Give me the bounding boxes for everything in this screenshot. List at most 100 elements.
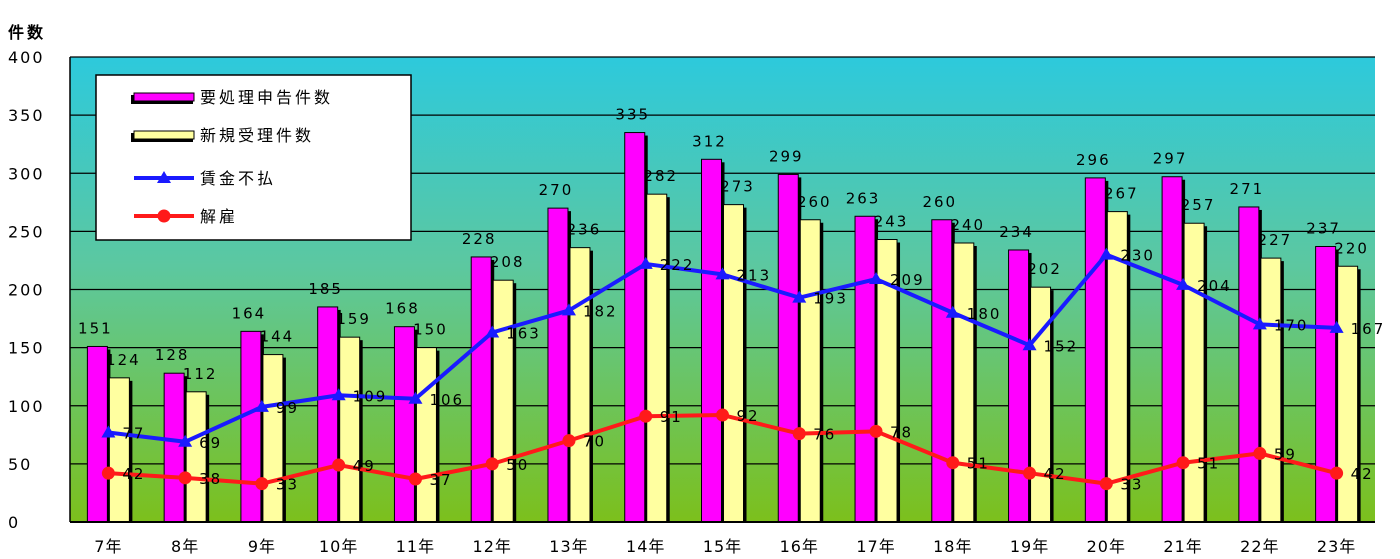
x-tick-label: 18年 xyxy=(933,537,972,556)
y-tick-label: 200 xyxy=(8,281,45,300)
line-value-label: 109 xyxy=(353,387,388,405)
bar-declared xyxy=(701,158,722,523)
marker-circle xyxy=(639,409,653,423)
bar-new xyxy=(953,242,975,523)
marker-circle xyxy=(485,457,499,471)
marker-triangle xyxy=(869,272,884,285)
bar-declared xyxy=(470,256,492,523)
marker-circle xyxy=(332,458,346,472)
line-value-label: 193 xyxy=(813,290,848,308)
marker-circle xyxy=(255,477,269,491)
bar-value-label: 312 xyxy=(692,132,727,150)
line-value-label: 50 xyxy=(506,456,529,474)
y-tick-label: 50 xyxy=(8,455,32,474)
line-value-label: 222 xyxy=(660,256,695,274)
x-tick-label: 15年 xyxy=(703,537,742,556)
bar-value-label: 202 xyxy=(1027,260,1062,278)
bar-declared xyxy=(624,132,646,523)
y-tick-label: 0 xyxy=(8,513,20,532)
bar-value-label: 151 xyxy=(78,319,113,337)
y-tick-label: 250 xyxy=(8,222,45,241)
x-tick-label: 9年 xyxy=(248,537,276,556)
bar-value-label: 267 xyxy=(1104,185,1139,203)
line-value-label: 37 xyxy=(429,471,452,489)
bar-declared xyxy=(931,219,953,523)
legend-swatch xyxy=(133,92,195,102)
bar-declared xyxy=(163,372,185,523)
line-value-label: 33 xyxy=(276,476,299,494)
bar-value-label: 273 xyxy=(720,178,755,196)
marker-circle xyxy=(716,408,729,422)
marker-triangle xyxy=(1099,247,1114,260)
line-value-label: 76 xyxy=(813,426,836,444)
marker-triangle xyxy=(331,388,346,401)
marker-triangle xyxy=(254,399,269,412)
x-tick-label: 23年 xyxy=(1317,537,1356,556)
marker-triangle xyxy=(1176,277,1191,290)
bar-value-label: 243 xyxy=(874,213,909,231)
line-value-label: 152 xyxy=(1044,337,1079,355)
legend-label: 解雇 xyxy=(200,207,238,226)
marker-circle xyxy=(1099,477,1113,491)
line-value-label: 167 xyxy=(1351,320,1386,338)
marker-triangle xyxy=(1252,317,1267,330)
bar-declared xyxy=(547,207,569,523)
legend-swatch xyxy=(133,130,195,140)
marker-circle xyxy=(1330,466,1344,480)
legend-label: 賃金不払 xyxy=(200,169,276,188)
x-tick-label: 11年 xyxy=(396,537,435,556)
marker-triangle xyxy=(945,305,960,318)
bar-value-label: 124 xyxy=(106,351,141,369)
bar-declared xyxy=(854,215,876,523)
bar-value-label: 159 xyxy=(336,310,371,328)
marker-triangle xyxy=(1022,338,1037,351)
line-value-label: 230 xyxy=(1120,247,1155,265)
bar-value-label: 112 xyxy=(183,365,218,383)
bar-declared xyxy=(1008,249,1030,523)
bar-new xyxy=(569,247,591,523)
line-value-label: 70 xyxy=(583,433,606,451)
bar-new xyxy=(1183,222,1205,523)
marker-triangle xyxy=(178,434,193,447)
bar-new xyxy=(185,391,207,523)
bar-value-label: 237 xyxy=(1306,219,1341,237)
line-value-label: 213 xyxy=(737,266,772,284)
x-tick-label: 20年 xyxy=(1087,537,1126,556)
bar-declared xyxy=(777,173,799,523)
line-value-label: 92 xyxy=(737,407,760,425)
line-value-label: 209 xyxy=(890,271,925,289)
x-tick-label: 19年 xyxy=(1010,537,1049,556)
line-value-label: 42 xyxy=(1351,465,1374,483)
line-value-label: 33 xyxy=(1120,476,1143,494)
x-tick-label: 16年 xyxy=(780,537,819,556)
bar-new xyxy=(1337,265,1359,523)
marker-circle xyxy=(101,466,115,480)
bar-new xyxy=(108,377,130,523)
line-value-label: 91 xyxy=(660,408,683,426)
bar-declared xyxy=(317,306,339,523)
bar-value-label: 128 xyxy=(155,346,190,364)
legend-label: 新規受理件数 xyxy=(200,126,314,145)
bar-value-label: 260 xyxy=(797,193,832,211)
x-tick-label: 22年 xyxy=(1240,537,1279,556)
bar-declared xyxy=(393,326,415,523)
line-value-label: 170 xyxy=(1274,316,1309,334)
marker-circle xyxy=(178,471,192,485)
x-tick-label: 13年 xyxy=(549,537,588,556)
bar-value-label: 296 xyxy=(1076,151,1111,169)
marker-circle xyxy=(562,434,576,448)
marker-circle xyxy=(946,456,960,470)
x-tick-label: 14年 xyxy=(626,537,665,556)
bar-value-label: 236 xyxy=(567,221,602,239)
bar-new xyxy=(339,336,361,523)
x-tick-label: 21年 xyxy=(1163,537,1202,556)
line-value-label: 180 xyxy=(967,305,1002,323)
bar-new xyxy=(646,193,668,523)
line-value-label: 51 xyxy=(967,455,990,473)
bar-value-label: 227 xyxy=(1258,231,1293,249)
bar-value-label: 260 xyxy=(922,193,957,211)
line-value-label: 51 xyxy=(1197,455,1220,473)
x-tick-label: 10年 xyxy=(319,537,358,556)
bar-value-label: 335 xyxy=(615,106,650,124)
